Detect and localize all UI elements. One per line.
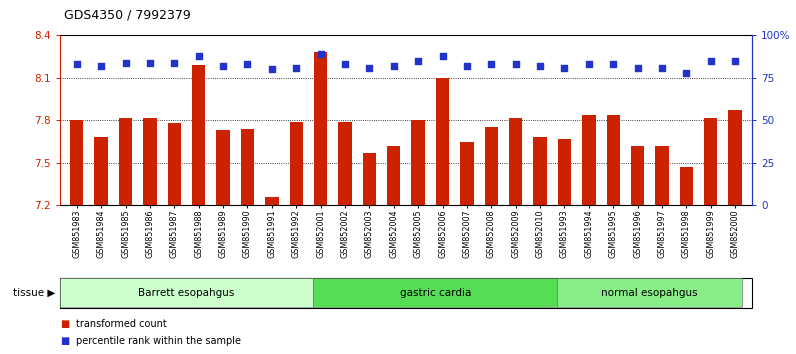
Bar (412, 120, 425, 205)
Point (436, 53, 449, 59)
Point (338, 62, 351, 67)
Bar (655, 146, 669, 205)
Point (70, 62, 83, 67)
Point (533, 63, 546, 69)
Point (631, 65, 644, 70)
Text: tissue ▶: tissue ▶ (14, 288, 56, 298)
Point (95, 63, 107, 69)
Bar (436, 78, 449, 205)
Bar (240, 129, 254, 205)
Point (704, 58, 717, 64)
Point (314, 51, 327, 57)
Point (729, 58, 742, 64)
Point (412, 58, 424, 64)
Point (656, 65, 669, 70)
Point (193, 53, 205, 59)
FancyBboxPatch shape (557, 279, 743, 307)
Bar (631, 146, 644, 205)
Point (241, 62, 254, 67)
Bar (607, 115, 620, 205)
Bar (509, 118, 522, 205)
Bar (265, 197, 279, 205)
Point (266, 67, 279, 72)
Bar (95, 137, 108, 205)
Bar (290, 122, 303, 205)
Text: gastric cardia: gastric cardia (400, 288, 471, 298)
FancyBboxPatch shape (60, 278, 752, 308)
Point (607, 62, 619, 67)
Point (217, 63, 229, 69)
Bar (485, 127, 498, 205)
Bar (460, 142, 474, 205)
Text: ■: ■ (60, 319, 69, 329)
Bar (70, 120, 84, 205)
Text: normal esopahgus: normal esopahgus (602, 288, 698, 298)
Point (290, 65, 302, 70)
Point (485, 62, 498, 67)
Bar (363, 153, 376, 205)
Text: GDS4350 / 7992379: GDS4350 / 7992379 (64, 9, 190, 22)
Point (680, 70, 693, 76)
Point (168, 60, 181, 65)
Point (143, 60, 156, 65)
Bar (192, 65, 205, 205)
Bar (680, 167, 693, 205)
Text: transformed count: transformed count (76, 319, 166, 329)
FancyBboxPatch shape (314, 279, 557, 307)
Bar (387, 146, 400, 205)
Bar (119, 118, 132, 205)
Bar (168, 123, 181, 205)
Text: ■: ■ (60, 336, 69, 346)
Text: Barrett esopahgus: Barrett esopahgus (139, 288, 235, 298)
Bar (143, 118, 157, 205)
Text: percentile rank within the sample: percentile rank within the sample (76, 336, 240, 346)
Point (583, 62, 595, 67)
Bar (728, 110, 742, 205)
FancyBboxPatch shape (60, 279, 314, 307)
Bar (704, 118, 717, 205)
Bar (217, 130, 230, 205)
Bar (338, 122, 352, 205)
Point (388, 63, 400, 69)
Bar (314, 52, 327, 205)
Bar (533, 137, 547, 205)
Bar (582, 115, 595, 205)
Bar (558, 139, 572, 205)
Point (509, 62, 522, 67)
Point (119, 60, 132, 65)
Point (363, 65, 376, 70)
Point (558, 65, 571, 70)
Point (461, 63, 474, 69)
